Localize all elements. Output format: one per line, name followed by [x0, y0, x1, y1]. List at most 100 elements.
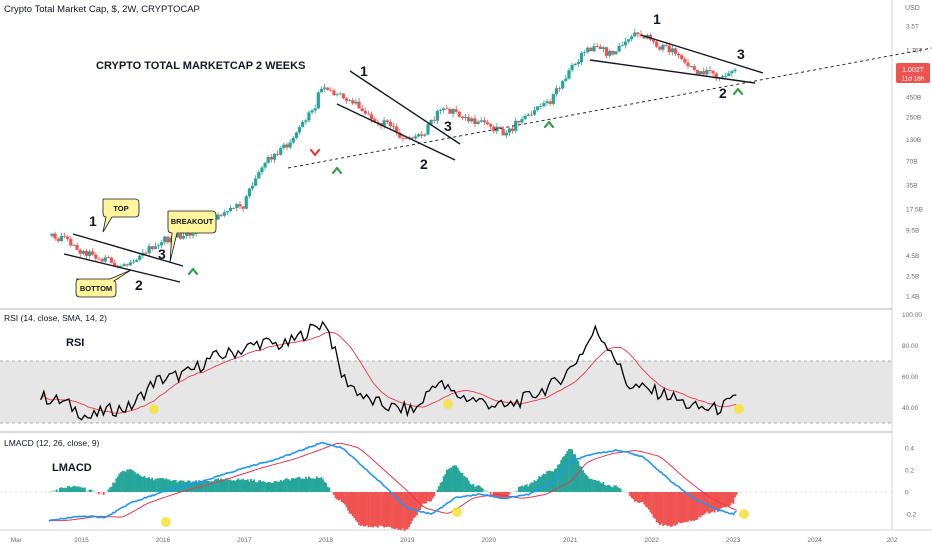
candle-body — [673, 48, 678, 54]
histogram-bar — [445, 469, 448, 492]
candle-body — [244, 196, 248, 209]
histogram-bar — [528, 484, 531, 492]
candle-body — [131, 261, 136, 263]
histogram-bar — [463, 475, 465, 492]
histogram-bar — [521, 485, 523, 492]
histogram-bar — [467, 480, 470, 492]
histogram-bar — [98, 492, 100, 495]
histogram-bar — [561, 457, 564, 492]
histogram-bar — [586, 476, 589, 492]
histogram-bar — [84, 487, 86, 492]
histogram-bar — [337, 492, 340, 501]
histogram-bar — [713, 492, 716, 513]
histogram-bar — [684, 492, 686, 522]
histogram-bar — [466, 477, 469, 492]
histogram-bar — [497, 492, 500, 499]
histogram-bar — [167, 479, 169, 492]
histogram-bar — [192, 481, 194, 492]
candle-body — [576, 62, 580, 64]
candle-body — [313, 108, 317, 111]
histogram-bar — [340, 492, 343, 503]
candle-body — [178, 233, 183, 239]
histogram-bar — [525, 484, 528, 492]
histogram-bar — [71, 486, 74, 492]
time-axis-label: 2024 — [807, 537, 822, 544]
histogram-bar — [306, 478, 309, 492]
histogram-bar — [137, 473, 140, 492]
candle-body — [579, 52, 584, 63]
candle-body — [116, 265, 120, 267]
candle-body — [78, 249, 82, 254]
histogram-bar — [514, 490, 517, 492]
histogram-bar — [442, 476, 445, 492]
histogram-bar — [549, 470, 552, 492]
histogram-bar — [563, 456, 566, 492]
candle-body — [595, 46, 599, 47]
histogram-bar — [682, 492, 685, 523]
histogram-bar — [535, 481, 537, 492]
histogram-bar — [483, 489, 486, 492]
wave-label-1c: 1 — [653, 11, 661, 27]
histogram-bar — [356, 492, 359, 523]
histogram-bar — [129, 468, 132, 492]
histogram-bar — [90, 489, 93, 492]
histogram-bar — [687, 492, 689, 522]
histogram-bar — [171, 480, 174, 492]
candle-body — [147, 246, 151, 254]
callout-breakout-label: BREAKOUT — [171, 217, 214, 226]
candle-body — [84, 250, 89, 256]
candle-body — [617, 45, 621, 52]
histogram-bar — [405, 492, 407, 530]
lmacd-axis-label: 0.2 — [905, 468, 914, 475]
candle-body — [97, 258, 101, 260]
histogram-bar — [210, 481, 213, 492]
histogram-bar — [257, 480, 260, 492]
histogram-bar — [331, 492, 334, 493]
histogram-bar — [532, 482, 534, 492]
histogram-bar — [649, 492, 652, 513]
histogram-bar — [276, 481, 279, 492]
histogram-bar — [461, 472, 464, 492]
histogram-bar — [262, 481, 265, 492]
candle-body — [128, 262, 132, 266]
histogram-bar — [204, 481, 207, 492]
histogram-bar — [215, 479, 218, 492]
candle-body — [144, 252, 148, 254]
candle-body — [310, 110, 314, 113]
candle-body — [570, 64, 574, 71]
histogram-bar — [229, 479, 232, 492]
histogram-bar — [156, 478, 158, 492]
histogram-bar — [430, 492, 433, 502]
candle-body — [304, 120, 308, 122]
histogram-bar — [126, 469, 129, 492]
candle-body — [460, 116, 465, 119]
candle-body — [564, 78, 568, 81]
wave-label-1a: 1 — [89, 213, 97, 229]
histogram-bar — [231, 480, 234, 492]
histogram-bar — [662, 492, 664, 526]
histogram-bar — [613, 485, 616, 492]
candle-body — [413, 136, 418, 139]
histogram-bar — [539, 476, 542, 492]
candle-body — [291, 137, 295, 143]
candle-body — [219, 214, 223, 216]
price-tag-value: 1.002T — [902, 67, 925, 74]
candle-body — [677, 53, 681, 56]
candle-body — [401, 137, 405, 139]
candle-body — [567, 70, 571, 79]
histogram-bar — [579, 465, 581, 492]
histogram-bar — [600, 483, 603, 492]
histogram-bar — [308, 476, 310, 492]
histogram-bar — [608, 485, 611, 492]
histogram-bar — [303, 479, 306, 492]
histogram-bar — [716, 492, 719, 512]
histogram-bar — [698, 492, 700, 517]
candle-body — [714, 73, 718, 79]
histogram-bar — [79, 487, 82, 492]
candle-body — [388, 121, 392, 127]
candle-body — [435, 110, 439, 121]
histogram-bar — [248, 481, 251, 492]
histogram-bar — [607, 484, 610, 492]
histogram-bar — [162, 478, 165, 492]
candle-body — [326, 87, 330, 90]
